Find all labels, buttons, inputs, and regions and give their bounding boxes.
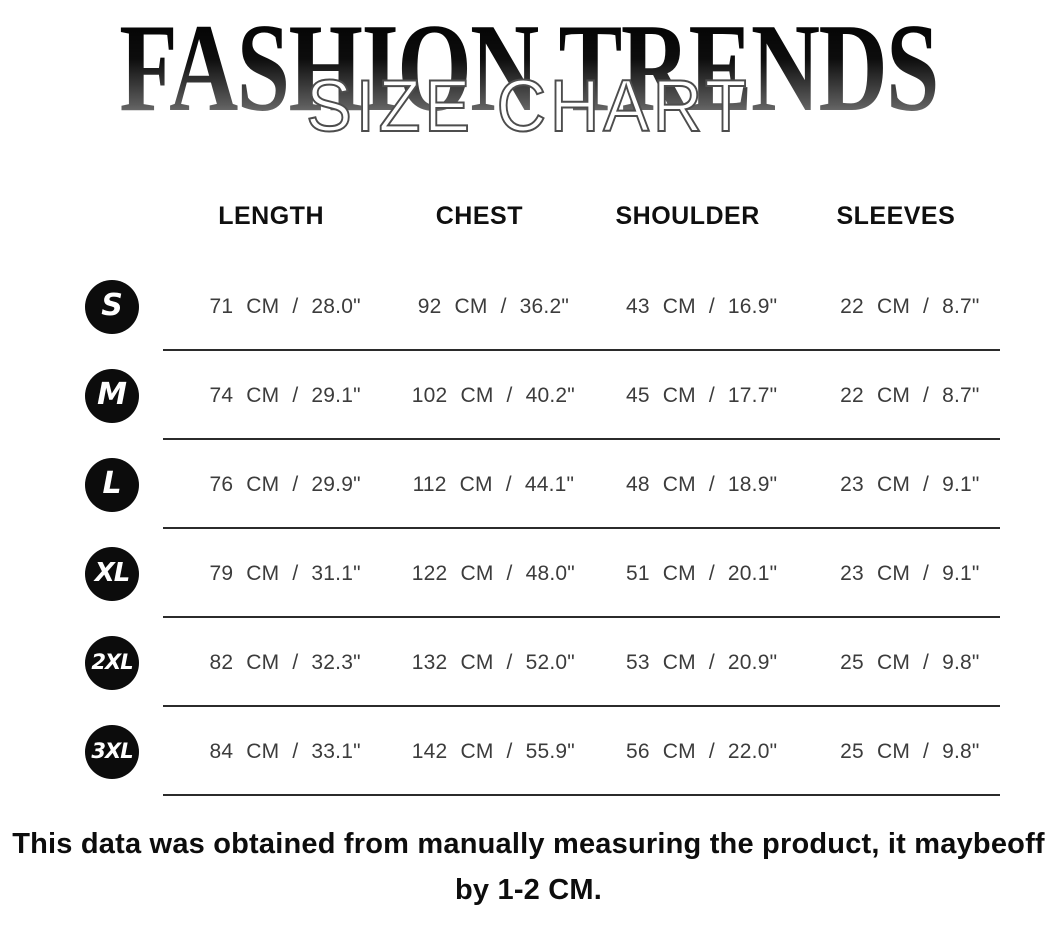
chest-value: 142 CM / 55.9" — [411, 739, 575, 763]
chest-value: 122 CM / 48.0" — [411, 561, 575, 585]
size-badge-cell: L — [57, 457, 167, 512]
length-value: 84 CM / 33.1" — [209, 739, 361, 763]
sleeves-value: 22 CM / 8.7" — [840, 383, 980, 407]
chest-value: 92 CM / 36.2" — [417, 294, 570, 318]
column-header-shoulder: SHOULDER — [615, 202, 760, 230]
shoulder-value: 48 CM / 18.9" — [625, 472, 778, 496]
table-row: 2XL 82 CM / 32.3" 132 CM / 52.0" 53 CM /… — [57, 618, 1000, 707]
size-badge-2xl: 2XL — [85, 635, 139, 690]
disclaimer-line-2: by 1-2 CM. — [454, 874, 603, 906]
size-badge-l: L — [85, 457, 139, 512]
chest-value: 102 CM / 40.2" — [411, 383, 575, 407]
size-badge-m: M — [85, 368, 139, 423]
shoulder-value: 56 CM / 22.0" — [625, 739, 778, 763]
column-header-sleeves: SLEEVES — [836, 202, 956, 230]
size-chart-subtitle: SIZE CHART — [305, 66, 751, 147]
table-row: 3XL 84 CM / 33.1" 142 CM / 55.9" 56 CM /… — [57, 707, 1000, 796]
size-badge-cell: M — [57, 368, 167, 423]
chest-value: 112 CM / 44.1" — [412, 472, 575, 496]
size-table: LENGTH CHEST SHOULDER SLEEVES S 71 CM / … — [57, 190, 1000, 796]
table-header-row: LENGTH CHEST SHOULDER SLEEVES — [57, 190, 1000, 262]
size-badge-s: S — [85, 279, 139, 334]
table-row: S 71 CM / 28.0" 92 CM / 36.2" 43 CM / 16… — [57, 262, 1000, 351]
sleeves-value: 23 CM / 9.1" — [840, 561, 980, 585]
length-value: 82 CM / 32.3" — [209, 650, 361, 674]
size-badge-cell: XL — [57, 546, 167, 601]
table-row: M 74 CM / 29.1" 102 CM / 40.2" 45 CM / 1… — [57, 351, 1000, 440]
header: FASHION TRENDS — [0, 0, 1057, 138]
brand-title: FASHION TRENDS — [119, 0, 939, 138]
shoulder-value: 51 CM / 20.1" — [625, 561, 778, 585]
shoulder-value: 43 CM / 16.9" — [625, 294, 778, 318]
size-badge-xl: XL — [85, 546, 139, 601]
size-badge-cell: S — [57, 279, 167, 334]
shoulder-value: 53 CM / 20.9" — [625, 650, 778, 674]
length-value: 71 CM / 28.0" — [209, 294, 361, 318]
sleeves-value: 25 CM / 9.8" — [840, 739, 980, 763]
length-value: 79 CM / 31.1" — [209, 561, 361, 585]
sleeves-value: 25 CM / 9.8" — [840, 650, 980, 674]
chest-value: 132 CM / 52.0" — [411, 650, 575, 674]
length-value: 76 CM / 29.9" — [209, 472, 361, 496]
column-header-length: LENGTH — [218, 202, 325, 230]
size-badge-cell: 2XL — [57, 635, 167, 690]
table-row: XL 79 CM / 31.1" 122 CM / 48.0" 51 CM / … — [57, 529, 1000, 618]
measurement-disclaimer: This data was obtained from manually mea… — [0, 821, 1057, 913]
size-badge-3xl: 3XL — [85, 724, 139, 779]
sleeves-value: 23 CM / 9.1" — [840, 472, 980, 496]
column-header-chest: CHEST — [435, 202, 523, 230]
size-badge-cell: 3XL — [57, 724, 167, 779]
shoulder-value: 45 CM / 17.7" — [625, 383, 778, 407]
length-value: 74 CM / 29.1" — [209, 383, 361, 407]
disclaimer-line-1: This data was obtained from manually mea… — [12, 828, 1045, 860]
table-row: L 76 CM / 29.9" 112 CM / 44.1" 48 CM / 1… — [57, 440, 1000, 529]
subtitle-wrap: SIZE CHART — [0, 66, 1057, 147]
sleeves-value: 22 CM / 8.7" — [840, 294, 980, 318]
